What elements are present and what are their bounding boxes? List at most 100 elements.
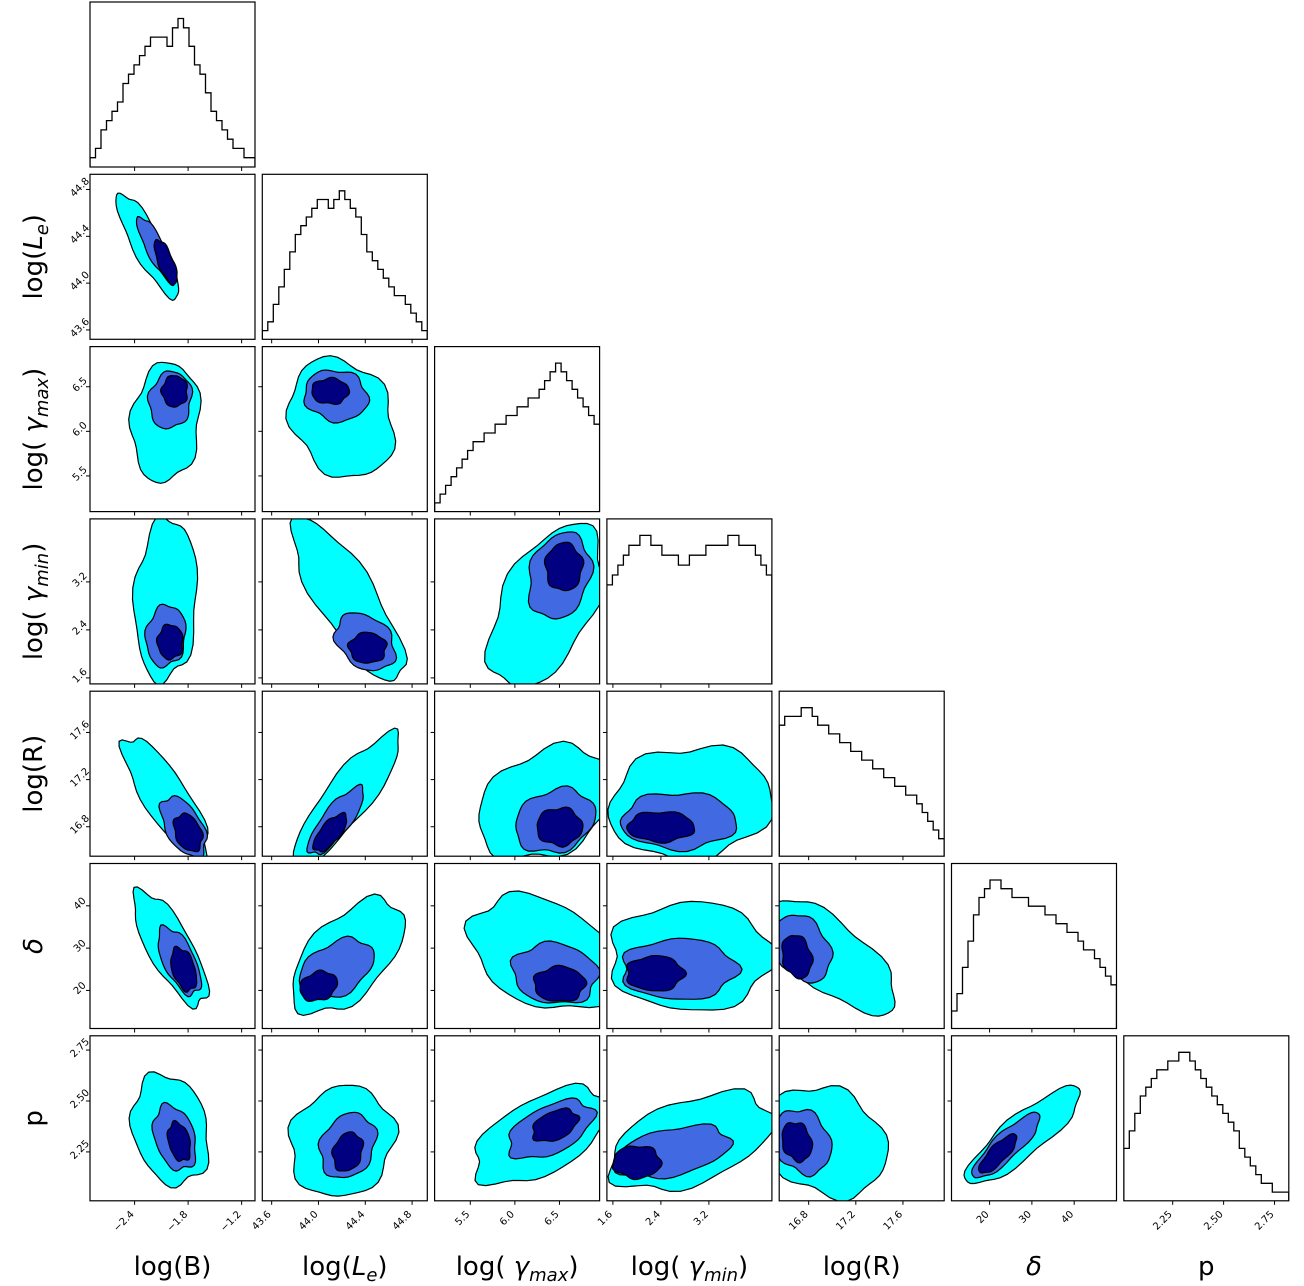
y-axis-label-log-r: log(R) — [19, 735, 49, 813]
histogram- — [951, 879, 1117, 1029]
panel-1-1 — [261, 173, 428, 344]
x-tick-label: 30 — [1017, 1209, 1034, 1226]
contour-inner — [170, 945, 198, 993]
x-tick-label: 5.5 — [453, 1209, 472, 1228]
histogram-log-l_e — [262, 190, 428, 340]
contour-inner — [536, 806, 584, 848]
panel-frame — [89, 690, 256, 857]
x-tick-label: 20 — [975, 1209, 992, 1226]
y-tick-label: 43.6 — [68, 316, 92, 340]
panel-frame — [89, 1, 256, 168]
y-axis-label-log-_max: log( γmax) — [19, 368, 53, 491]
panel-5-4 — [775, 862, 945, 1033]
y-tick-label: 3.2 — [71, 571, 90, 590]
y-tick-label: 20 — [72, 980, 89, 997]
panel-frame — [261, 346, 428, 513]
y-tick-label: 2.75 — [68, 1037, 92, 1061]
panel-frame — [89, 1035, 256, 1202]
panel-6-6: 2.25 2.50 2.75 — [1123, 1035, 1290, 1233]
x-tick-label: 6.5 — [543, 1209, 562, 1228]
contour-inner — [153, 239, 178, 287]
panel-5-5 — [950, 862, 1118, 1033]
contour-inner — [159, 374, 188, 408]
panel-5-1 — [258, 862, 428, 1033]
panel-0-0 — [89, 1, 256, 171]
y-tick-label: 2.4 — [71, 619, 90, 638]
panel-5-0: 20 30 40 — [72, 862, 256, 1033]
x-tick-label: 3.2 — [692, 1209, 711, 1228]
x-tick-label: 1.6 — [596, 1209, 615, 1228]
panel-frame — [778, 690, 945, 857]
histogram-p — [1123, 1051, 1289, 1201]
panel-frame — [606, 1035, 773, 1202]
contour-inner — [781, 934, 814, 980]
y-tick-label: 6.5 — [71, 375, 90, 394]
panel-3-0: 1.6 2.4 3.2 — [71, 518, 256, 688]
x-axis-label-log-b: log(B) — [134, 1252, 212, 1282]
panel-4-4 — [778, 690, 945, 861]
panel-frame — [89, 346, 256, 513]
panel-frame — [261, 173, 428, 340]
panel-6-1: 43.6 44.0 44.4 44.8 — [250, 1035, 428, 1233]
y-tick-label: 1.6 — [71, 667, 90, 686]
panel-2-2 — [434, 346, 601, 516]
y-tick-label: 16.8 — [68, 813, 92, 837]
panel-3-1 — [258, 518, 428, 688]
y-tick-label: 30 — [72, 938, 89, 955]
contour-inner — [977, 1132, 1018, 1174]
y-tick-label: 40 — [72, 896, 89, 913]
x-axis-label-log-r: log(R) — [823, 1252, 901, 1282]
panel-frame — [434, 862, 601, 1030]
panel-6-4: 16.8 17.2 17.6 — [775, 1035, 945, 1233]
contour-inner — [166, 1119, 191, 1163]
panel-5-3 — [602, 862, 773, 1033]
y-axis-label-: δ — [19, 938, 49, 954]
histogram-log-_min — [606, 534, 772, 684]
panel-4-1 — [258, 690, 428, 861]
panel-frame — [89, 173, 256, 340]
x-tick-label: 43.6 — [250, 1209, 274, 1233]
panel-6-2: 5.5 6.0 6.5 — [430, 1035, 601, 1228]
panel-frame — [950, 862, 1118, 1030]
y-axis-label-p: p — [19, 1110, 49, 1127]
x-axis-label-p: p — [1198, 1252, 1215, 1282]
panel-frame — [606, 518, 773, 685]
panel-frame — [606, 862, 773, 1030]
panel-3-3 — [606, 518, 773, 688]
panel-frame — [1123, 1035, 1290, 1202]
panel-4-2 — [430, 690, 601, 861]
panel-6-3: 1.6 2.4 3.2 — [596, 1035, 773, 1228]
y-tick-label: 17.6 — [68, 719, 92, 743]
y-axis-label-log-l_e: log(Le) — [19, 214, 53, 300]
x-tick-label: 17.6 — [882, 1209, 906, 1233]
x-axis-label-log-_max: log( γmax) — [456, 1252, 579, 1286]
panel-frame — [434, 346, 601, 513]
y-tick-label: 2.25 — [68, 1138, 92, 1162]
panel-frame — [434, 1035, 601, 1202]
panel-frame — [434, 518, 601, 685]
x-tick-label: 17.2 — [834, 1209, 858, 1233]
x-tick-label: 6.0 — [498, 1209, 517, 1228]
x-tick-label: 2.75 — [1253, 1209, 1277, 1233]
x-axis-label-: δ — [1026, 1252, 1042, 1282]
x-axis-label-log-l_e: log(Le) — [302, 1252, 388, 1286]
contour-inner — [626, 954, 688, 992]
panel-1-0: 43.6 44.0 44.4 44.8 — [68, 173, 256, 344]
contour-inner — [155, 623, 184, 661]
y-tick-label: 17.2 — [68, 766, 92, 790]
contour-inner — [331, 1131, 365, 1172]
y-tick-label: 2.50 — [68, 1087, 92, 1111]
contour-inner — [172, 812, 205, 853]
contour-inner — [532, 1107, 581, 1142]
contour-inner — [311, 376, 351, 406]
panel-frame — [950, 1035, 1118, 1202]
x-tick-label: 44.4 — [344, 1209, 368, 1233]
contour-inner — [346, 631, 388, 664]
panel-4-0: 16.8 17.2 17.6 — [68, 690, 256, 861]
contour-inner — [611, 1145, 663, 1181]
x-tick-label: 2.50 — [1202, 1209, 1226, 1233]
x-axis-label-log-_min: log( γmin) — [631, 1252, 749, 1286]
x-tick-label: 44.8 — [391, 1209, 415, 1233]
panel-frame — [778, 862, 945, 1030]
